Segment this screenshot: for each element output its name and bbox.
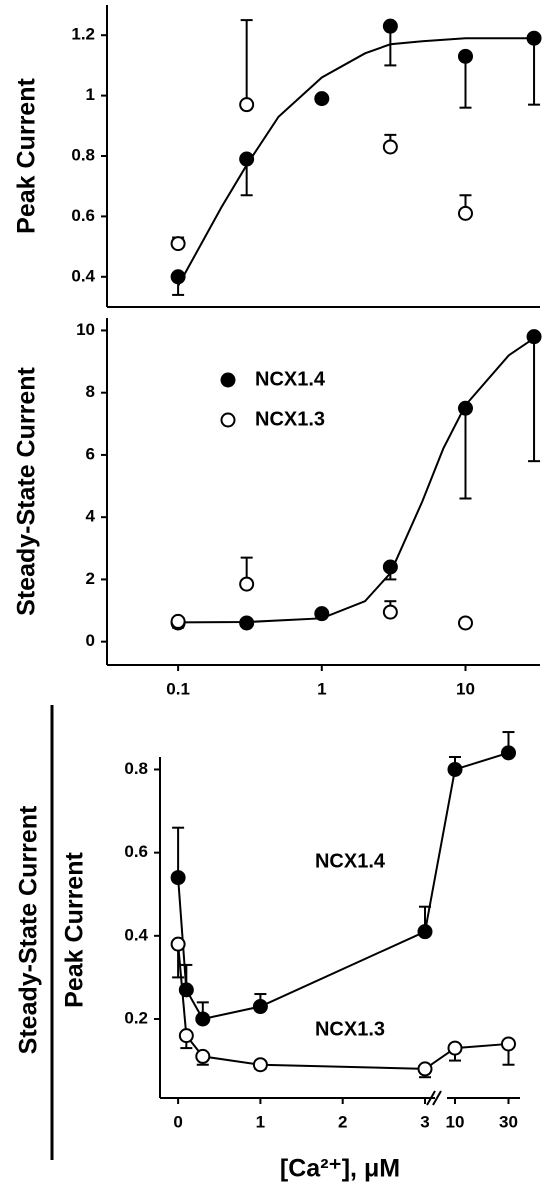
legend-label: NCX1.3 (255, 408, 325, 430)
error-bar (528, 336, 541, 463)
fit-curve (177, 37, 535, 287)
data-point (195, 1048, 211, 1064)
data-point (382, 559, 398, 575)
data-point (457, 615, 473, 631)
data-point (500, 745, 516, 761)
data-point (417, 1061, 433, 1077)
y-tick-label: 4 (86, 507, 96, 526)
y-tick-label: 0.8 (124, 759, 148, 778)
data-point (314, 91, 330, 107)
x-tick-label: 30 (499, 1112, 518, 1131)
data-point (417, 924, 433, 940)
x-tick-label: 0 (173, 1112, 182, 1131)
y-tick-label: 0.6 (124, 842, 148, 861)
data-point (239, 576, 255, 592)
data-point (526, 329, 542, 345)
y-tick-label: 0.4 (71, 266, 95, 285)
legend-marker (220, 412, 236, 428)
y-tick-label: 1 (86, 85, 95, 104)
series-label: NCX1.3 (315, 1018, 385, 1040)
data-point (170, 269, 186, 285)
error-bar (528, 38, 541, 106)
data-point (457, 205, 473, 221)
y-tick-label: 0.6 (71, 206, 95, 225)
data-point (170, 613, 186, 629)
error-bar (459, 408, 472, 500)
x-tick-label: 10 (456, 679, 475, 698)
data-point (239, 615, 255, 631)
x-tick-label: 0.1 (166, 679, 190, 698)
y-tick-label: 0 (86, 631, 95, 650)
y-tick-label: 0.4 (124, 925, 148, 944)
y-tick-label: 2 (86, 569, 95, 588)
error-bar (459, 56, 472, 109)
series-label: NCX1.4 (315, 850, 386, 872)
data-point (239, 151, 255, 167)
data-point (447, 761, 463, 777)
x-tick-label: 10 (446, 1112, 465, 1131)
legend-label: NCX1.4 (255, 368, 326, 390)
data-point (382, 18, 398, 34)
data-point (170, 936, 186, 952)
data-point (239, 97, 255, 113)
data-point (195, 1011, 211, 1027)
y-tick-label: 0.8 (71, 145, 95, 164)
data-point (447, 1040, 463, 1056)
x-axis-label: [Ca²⁺], μM (280, 1155, 400, 1183)
x-tick-label: 3 (420, 1112, 429, 1131)
y-tick-label: 8 (86, 382, 95, 401)
error-bar (172, 826, 185, 878)
data-point (178, 1028, 194, 1044)
axis-break (426, 1090, 436, 1106)
error-bar (240, 19, 253, 105)
y-tick-label: 10 (76, 320, 95, 339)
data-point (457, 48, 473, 64)
data-point (252, 999, 268, 1015)
y-axis-label: Peak Current (61, 852, 89, 1008)
data-point (382, 139, 398, 155)
y-axis-label: Steady-State Current (15, 805, 43, 1054)
axis-break (432, 1090, 442, 1106)
y-tick-label: 1.2 (71, 25, 95, 44)
data-point (170, 236, 186, 252)
x-tick-label: 1 (256, 1112, 265, 1131)
fit-curve (178, 337, 535, 624)
legend-marker (220, 372, 236, 388)
data-point (252, 1057, 268, 1073)
data-point (457, 400, 473, 416)
x-tick-label: 2 (338, 1112, 347, 1131)
y-axis-label: Peak Current (13, 78, 41, 234)
data-point (314, 606, 330, 622)
y-axis-label: Steady-State Current (13, 366, 41, 615)
data-point (382, 604, 398, 620)
data-point (170, 870, 186, 886)
x-tick-label: 1 (317, 679, 326, 698)
data-point (526, 30, 542, 46)
series-line (177, 751, 509, 1021)
data-point (500, 1036, 516, 1052)
y-tick-label: 0.2 (124, 1008, 148, 1027)
y-tick-label: 6 (86, 444, 95, 463)
